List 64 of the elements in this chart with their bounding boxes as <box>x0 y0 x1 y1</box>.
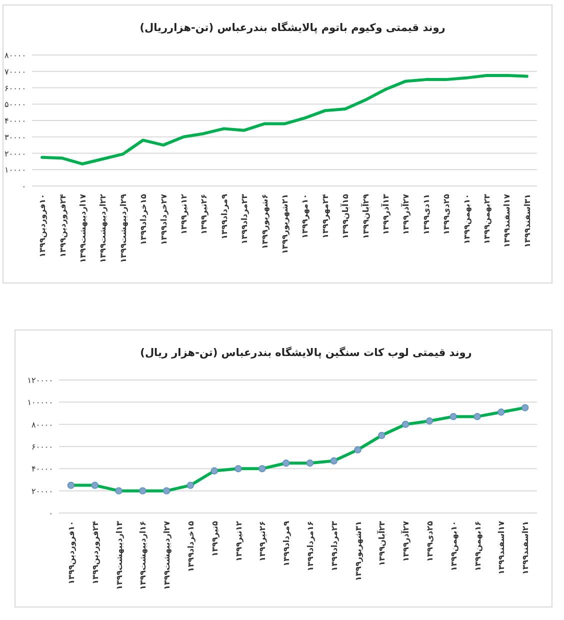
x-tick-label: ۲۵دی۱۳۹۹ <box>442 194 452 235</box>
x-tick-label: ۲۱شهریور۱۳۹۹ <box>280 194 290 254</box>
x-tick-label: ۱۷اسفند۱۳۹۹ <box>502 194 512 248</box>
x-tick-label: ۲۷آذر۱۳۹۹ <box>400 520 411 562</box>
x-tick-label: ۱۱دی۱۳۹۹ <box>422 194 431 235</box>
y-tick-label: ۱۰۰۰۰ <box>4 166 26 175</box>
y-tick-label: ۱۲۰۰۰۰ <box>27 376 53 385</box>
y-tick-label: ۰ <box>48 509 53 518</box>
y-tick-label: ۰ <box>22 182 26 191</box>
x-tick-label: ۱۳اردیبهشت۱۳۹۹ <box>114 520 124 590</box>
x-tick-label: ۱۶اردیبهشت۱۳۹۹ <box>138 520 148 590</box>
x-tick-label: ۲۹آبان۱۳۹۹ <box>360 194 370 239</box>
x-tick-label: ۲۵دی۱۳۹۹ <box>425 520 434 562</box>
x-tick-label: ۲۷خرداد۱۳۹۹ <box>159 194 168 245</box>
x-tick-label: ۵تیر۱۳۹۹ <box>210 520 220 557</box>
y-tick-label: ۴۰۰۰۰ <box>32 464 53 474</box>
chart-title: روند قیمتی وکیوم باتوم پالایشگاه بندرعباس (تن-هزارریال) <box>140 21 446 34</box>
x-tick-label: ۱۶بهمن۱۳۹۹ <box>473 520 482 572</box>
x-tick-label: ۱۳آذر۱۳۹۹ <box>380 194 390 235</box>
y-tick-label: ۳۰۰۰۰ <box>4 132 26 142</box>
x-tick-label: ۳۱شهریور۱۳۹۹ <box>354 521 363 582</box>
x-tick-label: ۲۴فروردین۱۳۹۹ <box>90 520 100 584</box>
y-tick-label: ۶۰۰۰۰ <box>4 84 26 93</box>
x-tick-label: ۱۲تیر۱۳۹۹ <box>234 520 244 562</box>
x-tick-label: ۲۳بهمن۱۳۹۹ <box>482 194 492 244</box>
x-tick-label: ۱۲تیر۱۳۹۹ <box>180 194 188 235</box>
x-tick-label: ۱۵آبان۱۳۹۹ <box>340 194 350 239</box>
x-tick-label: ۱۰فروردین۱۳۹۹ <box>66 521 76 584</box>
x-tick-label: ۲۴مهر۱۳۹۹ <box>320 194 330 239</box>
x-tick-label: ۲۹اردیبهشت۱۳۹۹ <box>118 194 128 263</box>
y-tick-label: ۵۰۰۰۰ <box>4 100 26 110</box>
x-tick-label: ۲۱اسفند۱۳۹۹ <box>521 521 530 575</box>
y-tick-label: ۶۰۰۰۰ <box>32 442 53 452</box>
y-tick-label: ۲۰۰۰۰ <box>4 149 26 158</box>
x-tick-label: ۱۰بهمن۱۳۹۹ <box>462 194 472 244</box>
x-tick-label: ۲۷اردیبهشت۱۳۹۹ <box>162 520 172 590</box>
y-tick-label: ۲۰۰۰۰ <box>32 486 53 496</box>
y-tick-label: ۴۰۰۰۰ <box>4 116 26 126</box>
x-tick-label: ۱۷اردیبهشت۱۳۹۹ <box>78 194 88 263</box>
x-tick-label: ۱۵خرداد۱۳۹۹ <box>186 520 196 572</box>
x-tick-label: ۱۵خرداد۱۳۹۹ <box>139 194 148 245</box>
x-tick-label: ۲۷آذر۱۳۹۹ <box>400 194 411 235</box>
x-tick-label: ۲۴فروردین۱۳۹۹ <box>58 194 68 258</box>
x-tick-label: ۹مرداد۱۳۹۹ <box>282 520 292 566</box>
x-tick-label: ۲۲اردیبهشت۱۳۹۹ <box>98 194 108 263</box>
x-tick-label: ۹مرداد۱۳۹۹ <box>220 194 229 240</box>
x-tick-label: ۱۰مهر۱۳۹۹ <box>300 194 310 239</box>
chart-title: روند قیمتی لوب کات سنگین پالایشگاه بندرعباس (تن-هزار ریال) <box>140 346 472 359</box>
x-tick-label: ۱۶مرداد۱۳۹۹ <box>306 520 315 572</box>
line-series <box>40 74 528 166</box>
x-tick-label: ۲۳مرداد۱۳۹۹ <box>330 520 339 572</box>
x-tick-label: ۲۳آبان۱۳۹۹ <box>376 520 387 566</box>
y-tick-label: ۸۰۰۰۰ <box>32 420 53 430</box>
x-tick-label: ۲۳مرداد۱۳۹۹ <box>240 194 250 244</box>
x-tick-label: ۱۰بهمن۱۳۹۹ <box>449 521 458 572</box>
x-tick-label: ۱۷اسفند۱۳۹۹ <box>497 520 506 575</box>
y-tick-label: ۷۰۰۰۰ <box>4 67 26 76</box>
x-tick-label: ۶شهریور۱۳۹۹ <box>260 194 270 250</box>
x-tick-label: ۲۶تیر۱۳۹۹ <box>258 520 268 562</box>
x-tick-label: ۱۰فروردین۱۳۹۹ <box>38 194 48 258</box>
x-tick-label: ۳۱اسفند۱۳۹۹ <box>522 194 532 248</box>
y-tick-label: ۸۰۰۰۰ <box>4 51 26 60</box>
y-tick-label: ۱۰۰۰۰۰ <box>27 398 53 408</box>
x-tick-label: ۲۶تیر۱۳۹۹ <box>200 194 209 235</box>
